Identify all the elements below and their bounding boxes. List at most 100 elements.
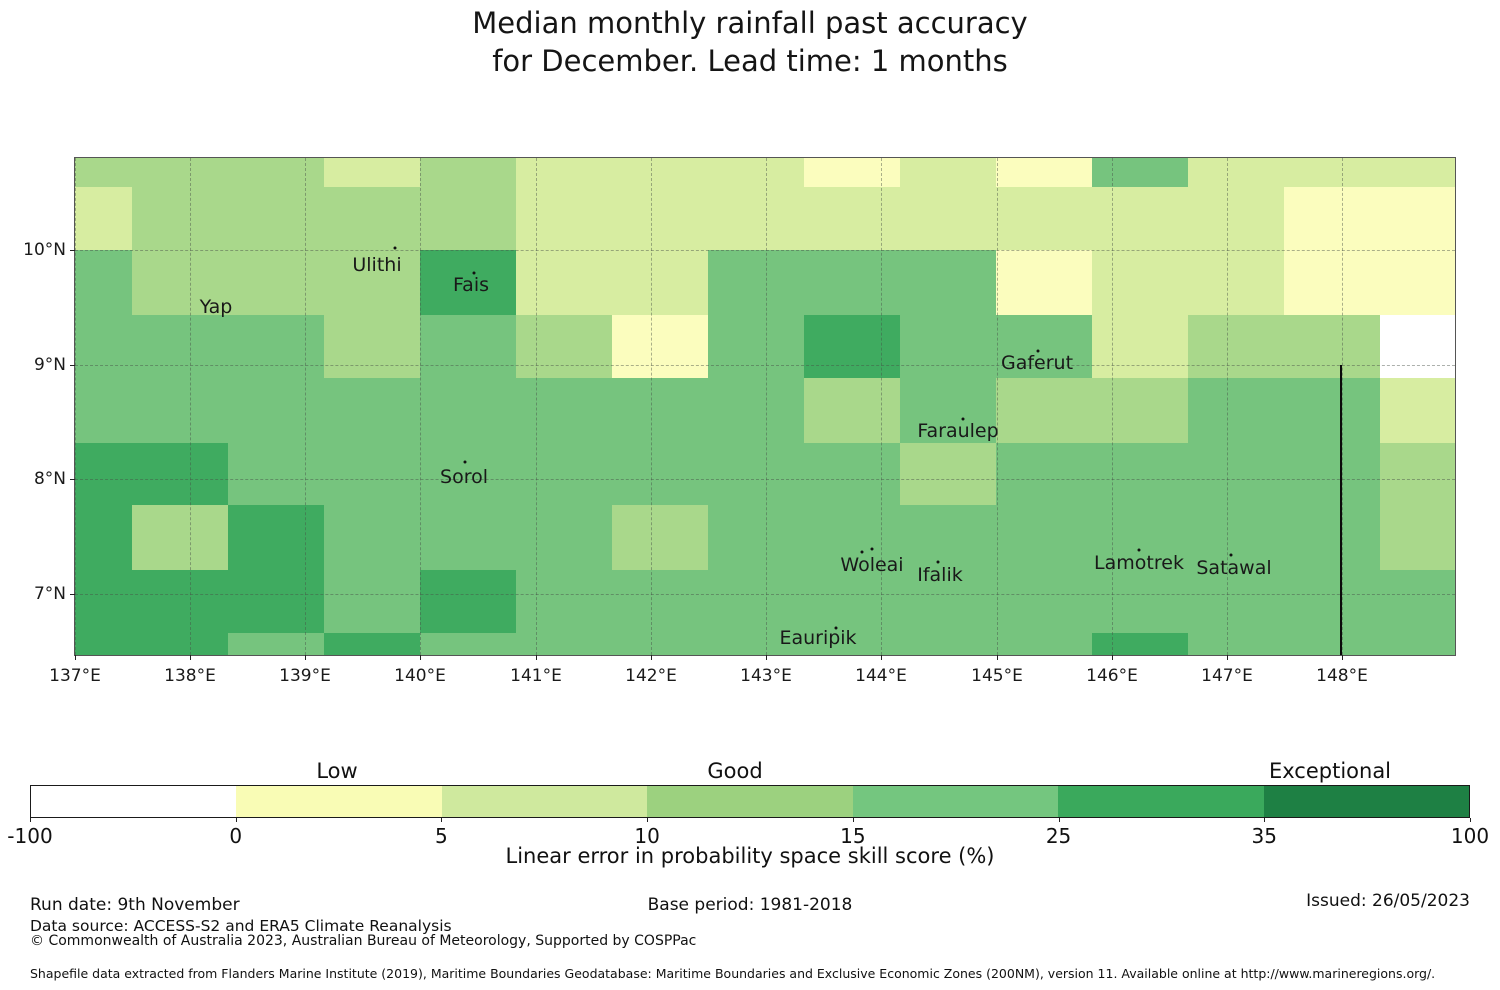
island-dot bbox=[936, 560, 940, 564]
map-cell bbox=[996, 187, 1092, 250]
island-label: Yap bbox=[199, 296, 233, 318]
map-cell bbox=[324, 315, 420, 378]
map-cell bbox=[324, 505, 420, 570]
colorbar-tick-label: 5 bbox=[435, 824, 448, 848]
map-cell bbox=[324, 378, 420, 443]
map-cell bbox=[996, 158, 1092, 187]
map-cell bbox=[708, 505, 804, 570]
colorbar-segment bbox=[441, 786, 648, 817]
map-cell bbox=[900, 633, 996, 655]
island-label: Sorol bbox=[440, 466, 488, 488]
map-cell bbox=[75, 505, 132, 570]
x-tick-label: 148°E bbox=[1316, 666, 1368, 686]
map-cell bbox=[228, 250, 324, 315]
map-cell bbox=[324, 158, 420, 187]
map-cell bbox=[228, 187, 324, 250]
colorbar-tick-mark bbox=[441, 818, 443, 822]
x-tick-mark bbox=[766, 655, 767, 660]
colorbar-tick-label: 25 bbox=[1045, 824, 1072, 848]
map-cell bbox=[996, 633, 1092, 655]
map-cell bbox=[804, 315, 900, 378]
island-dot bbox=[1229, 553, 1233, 557]
map-cell bbox=[708, 158, 804, 187]
map-cell bbox=[1380, 187, 1455, 250]
map-cell bbox=[1380, 315, 1455, 378]
map-cell bbox=[324, 187, 420, 250]
y-tick-label: 9°N bbox=[33, 355, 66, 375]
map-cell bbox=[1188, 443, 1284, 505]
map-cell bbox=[996, 315, 1092, 378]
map-cell bbox=[1188, 250, 1284, 315]
map-cell bbox=[612, 633, 708, 655]
map-cell bbox=[1284, 250, 1380, 315]
vertical-gridline bbox=[997, 158, 998, 655]
vertical-gridline bbox=[75, 158, 76, 655]
x-tick-label: 140°E bbox=[394, 666, 446, 686]
x-tick-label: 142°E bbox=[625, 666, 677, 686]
map-cell bbox=[420, 633, 516, 655]
colorbar-tick-label: 15 bbox=[840, 824, 866, 848]
map-cell bbox=[132, 570, 228, 633]
map-cell bbox=[1284, 633, 1380, 655]
map-cell bbox=[132, 378, 228, 443]
map-cell bbox=[516, 187, 612, 250]
colorbar-tick-label: 100 bbox=[1450, 824, 1490, 848]
map-cell bbox=[900, 315, 996, 378]
map-cell bbox=[420, 505, 516, 570]
map-cell bbox=[804, 633, 900, 655]
chart-title-line1: Median monthly rainfall past accuracy bbox=[472, 6, 1028, 40]
map-cell bbox=[708, 570, 804, 633]
map-cell bbox=[1188, 378, 1284, 443]
map-cell bbox=[1188, 315, 1284, 378]
x-tick-mark bbox=[190, 655, 191, 660]
map-cell bbox=[804, 187, 900, 250]
map-cell bbox=[420, 158, 516, 187]
colorbar-axis-label: Linear error in probability space skill … bbox=[505, 844, 995, 868]
map-cell bbox=[804, 443, 900, 505]
map-cell bbox=[228, 443, 324, 505]
colorbar-segment bbox=[1058, 786, 1264, 817]
map-cell bbox=[516, 505, 612, 570]
colorbar-tick-mark bbox=[1264, 818, 1266, 822]
colorbar-segment bbox=[1263, 786, 1469, 817]
map-cell bbox=[516, 633, 612, 655]
x-tick-label: 143°E bbox=[740, 666, 792, 686]
colorbar-tick-label: 35 bbox=[1251, 824, 1278, 848]
island-dot bbox=[472, 271, 476, 275]
colorbar-segment bbox=[31, 786, 237, 817]
map-cell bbox=[75, 250, 132, 315]
y-tick-mark bbox=[70, 479, 75, 480]
map-cell bbox=[1284, 158, 1380, 187]
vertical-gridline bbox=[766, 158, 767, 655]
map-cell bbox=[1284, 378, 1380, 443]
x-tick-mark bbox=[1112, 655, 1113, 660]
island-label: Ifalik bbox=[917, 564, 963, 586]
map-cell bbox=[132, 315, 228, 378]
map-cell bbox=[420, 443, 516, 505]
map-cell bbox=[228, 158, 324, 187]
data-source-text: Data source: ACCESS-S2 and ERA5 Climate … bbox=[30, 917, 452, 935]
horizontal-gridline bbox=[75, 365, 1455, 366]
map-cell bbox=[1284, 187, 1380, 250]
map-cell bbox=[996, 250, 1092, 315]
y-tick-label: 7°N bbox=[33, 584, 66, 604]
island-dot bbox=[834, 626, 838, 630]
island-label: Fais bbox=[452, 274, 490, 296]
eez-boundary-line bbox=[1340, 365, 1342, 655]
colorbar-tick-label: 10 bbox=[634, 824, 660, 848]
map-cell bbox=[900, 570, 996, 633]
map-cell bbox=[612, 250, 708, 315]
vertical-gridline bbox=[190, 158, 191, 655]
map-cell bbox=[420, 250, 516, 315]
map-cell bbox=[75, 570, 132, 633]
colorbar-tick-mark bbox=[30, 818, 31, 822]
colorbar-segment bbox=[647, 786, 853, 817]
map-cell bbox=[228, 378, 324, 443]
vertical-gridline bbox=[881, 158, 882, 655]
map-cell bbox=[1380, 570, 1455, 633]
map-cell bbox=[1284, 505, 1380, 570]
map-cell bbox=[900, 187, 996, 250]
map-cell bbox=[420, 378, 516, 443]
map-cell bbox=[1092, 315, 1188, 378]
island-label: Satawal bbox=[1196, 557, 1272, 579]
